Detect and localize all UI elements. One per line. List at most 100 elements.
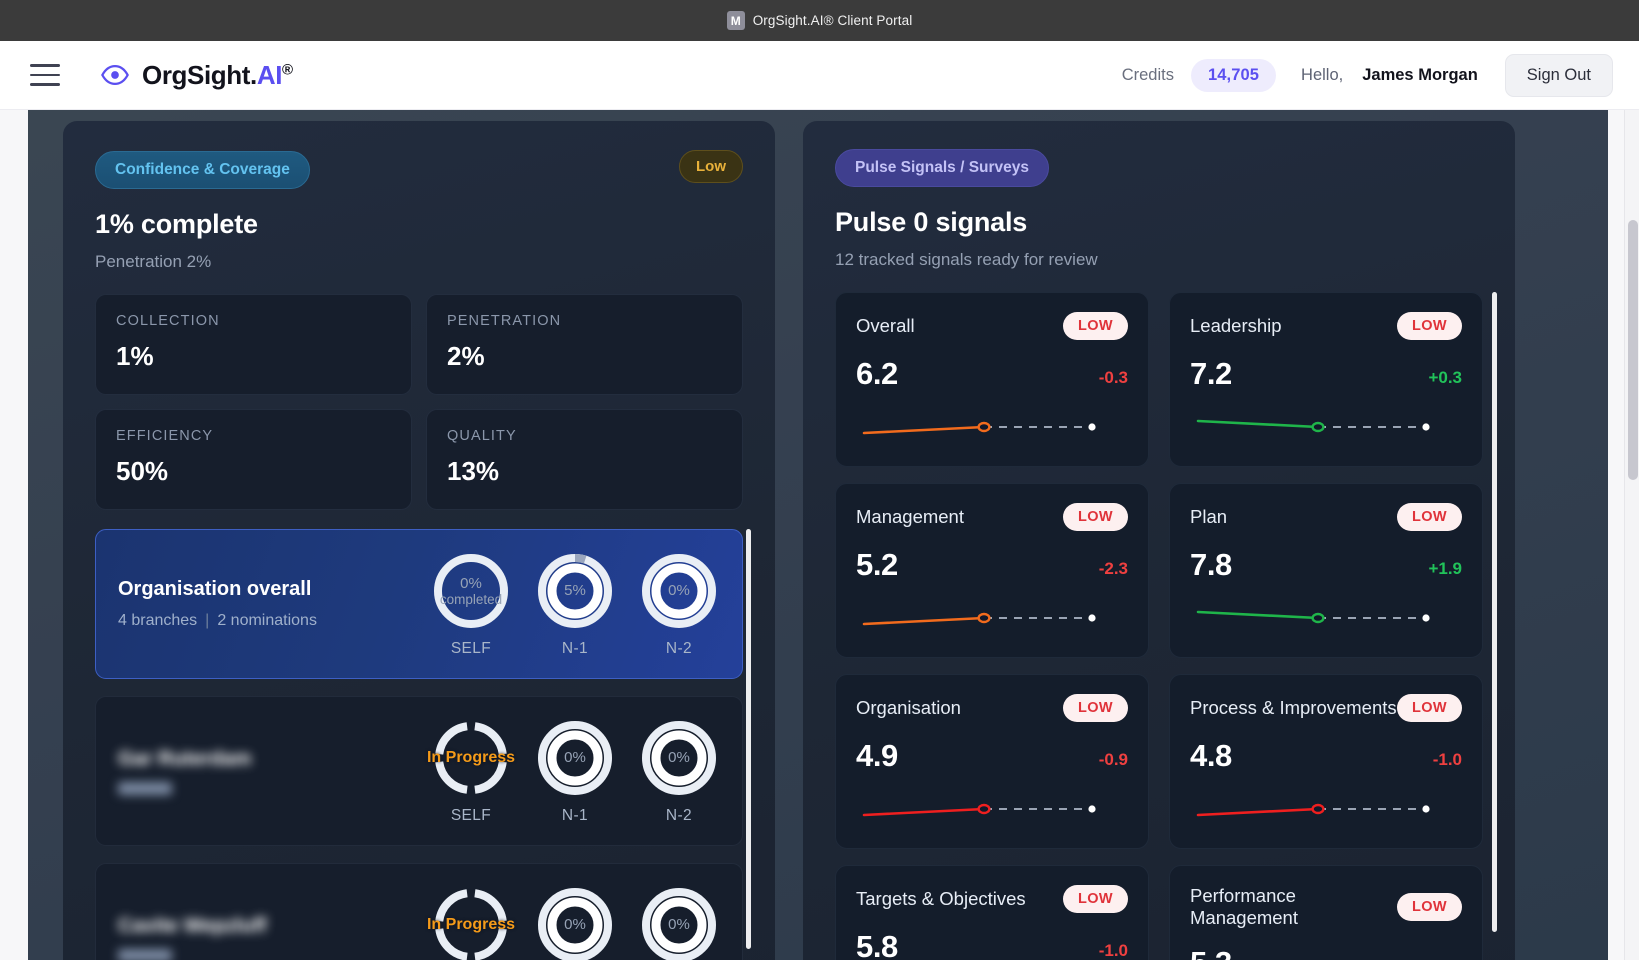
status-badge: LOW	[1062, 503, 1128, 531]
signal-card[interactable]: Process & Improvements LOW 4.8 -1.0	[1169, 674, 1483, 849]
signal-card-header: Plan LOW	[1190, 503, 1462, 531]
stat-label: EFFICIENCY	[116, 428, 214, 444]
signal-card[interactable]: Targets & Objectives LOW 5.8 -1.0	[835, 865, 1149, 960]
signal-card-header: Performance Management LOW	[1190, 885, 1462, 929]
left-panel-content: Confidence & Coverage Low 1% complete Pe…	[63, 150, 775, 960]
signal-name: Plan	[1190, 506, 1228, 527]
donut-chart-icon: In Progress	[427, 884, 515, 960]
signal-card-header: Targets & Objectives LOW	[856, 885, 1128, 913]
ring-n-2[interactable]: 0%N-2	[638, 550, 720, 658]
signal-delta: -1.0	[1098, 941, 1128, 960]
signal-list-scrollbar[interactable]	[1492, 292, 1497, 932]
page-scrollbar[interactable]	[1624, 110, 1639, 960]
ring-n-2[interactable]: 0%N-2	[638, 884, 720, 960]
confidence-coverage-panel: Confidence & Coverage Low 1% complete Pe…	[63, 121, 775, 960]
signal-name: Leadership	[1190, 315, 1282, 336]
greeting-text: Hello,	[1301, 65, 1344, 84]
ring-center-label: 0% completed	[430, 550, 512, 632]
ring-label: SELF	[450, 807, 492, 824]
confidence-status-badge: Low	[679, 150, 743, 183]
signal-card[interactable]: Performance Management LOW 5.3 -1.0	[1169, 865, 1483, 960]
ring-center-label: 0%	[638, 550, 720, 632]
ring-center-label: 0%	[638, 717, 720, 799]
stat-value: 2%	[447, 341, 485, 371]
ring-center-label: 0%	[534, 884, 616, 960]
credits-label: Credits	[1121, 65, 1174, 84]
hamburger-line	[30, 64, 60, 67]
ring-n-2[interactable]: 0%N-2	[638, 717, 720, 825]
ring-percent: 0%	[668, 916, 690, 934]
trend-sparkline	[1190, 796, 1462, 827]
ring-self[interactable]: 0% completed SELF	[430, 550, 512, 658]
ring-label: SELF	[450, 640, 492, 657]
signal-card[interactable]: Management LOW 5.2 -2.3	[835, 483, 1149, 658]
signal-card-body: 5.2 -2.3	[856, 547, 1128, 583]
ring-n-1[interactable]: 5% N-1	[534, 550, 616, 658]
ring-percent: 0%	[668, 749, 690, 767]
signal-card-body: 6.2 -0.3	[856, 356, 1128, 392]
signal-name: Process & Improvements	[1190, 697, 1397, 718]
signal-delta: -1.0	[1432, 750, 1462, 769]
status-badge: LOW	[1396, 893, 1462, 921]
list-scrollbar[interactable]	[746, 529, 751, 949]
pulse-headline: Pulse 0 signals	[835, 207, 1028, 237]
hamburger-menu-icon[interactable]	[30, 64, 60, 86]
completion-rings: 0% completed SELF 5% N-1 0% N-2	[430, 550, 720, 658]
confidence-coverage-chip[interactable]: Confidence & Coverage	[95, 151, 310, 189]
signal-card-body: 5.8 -1.0	[856, 929, 1128, 960]
page-scrollbar-thumb[interactable]	[1627, 220, 1638, 480]
signal-score: 6.2	[856, 356, 898, 391]
ring-center-label	[430, 884, 512, 960]
signal-score: 4.9	[856, 738, 898, 773]
organisation-row[interactable]: Gar Ruterdam In Progress SELF 0% N-1 0% N-2	[95, 696, 743, 846]
organisation-name: Organisation overall	[118, 578, 312, 600]
signal-card-header: Management LOW	[856, 503, 1128, 531]
sign-out-button[interactable]: Sign Out	[1504, 53, 1613, 97]
hamburger-line	[30, 83, 60, 86]
stat-label: PENETRATION	[447, 313, 562, 329]
stat-card-penetration: PENETRATION 2%	[426, 294, 743, 395]
ring-label: N-1	[561, 807, 589, 824]
signal-card-grid: Overall LOW 6.2 -0.3 Leadership LOW 7.2 +0.3 Man…	[835, 292, 1497, 960]
organisation-meta	[118, 781, 172, 795]
signal-card-body: 4.9 -0.9	[856, 738, 1128, 774]
pulse-subline: 12 tracked signals ready for review	[835, 250, 1098, 269]
signal-name: Performance Management	[1190, 885, 1298, 928]
signal-delta: +0.3	[1428, 368, 1462, 387]
ring-n-1[interactable]: 0%N-1	[534, 717, 616, 825]
signal-delta: -0.9	[1098, 750, 1128, 769]
signal-score: 5.2	[856, 547, 898, 582]
completion-headline: 1% complete	[95, 209, 258, 239]
signal-card-header: Process & Improvements LOW	[1190, 694, 1462, 722]
status-badge: LOW	[1062, 312, 1128, 340]
trend-sparkline	[856, 796, 1128, 827]
pulse-signals-chip[interactable]: Pulse Signals / Surveys	[835, 149, 1050, 187]
brand-logo[interactable]: OrgSight.AI®	[100, 60, 293, 91]
signal-delta: -1.0	[1433, 957, 1462, 960]
trend-sparkline	[856, 605, 1128, 636]
signal-card[interactable]: Organisation LOW 4.9 -0.9	[835, 674, 1149, 849]
signal-card[interactable]: Leadership LOW 7.2 +0.3	[1169, 292, 1483, 467]
stat-value: 13%	[447, 456, 500, 486]
signal-name: Organisation	[856, 697, 961, 718]
credits-value-badge[interactable]: 14,705	[1190, 58, 1277, 92]
ring-n-1[interactable]: 0%N-1	[534, 884, 616, 960]
ring-center-label: 5%	[534, 550, 616, 632]
pulse-signals-panel: Pulse Signals / Surveys Pulse 0 signals …	[803, 121, 1515, 960]
right-panel-content: Pulse Signals / Surveys Pulse 0 signals …	[803, 149, 1515, 960]
ring-percent: 5%	[564, 582, 586, 600]
signal-card[interactable]: Plan LOW 7.8 +1.9	[1169, 483, 1483, 658]
signal-delta: -2.3	[1098, 559, 1128, 578]
organisation-row[interactable]: Organisation overall 4 branches | 2 nominat…	[95, 529, 743, 679]
signal-score: 7.2	[1190, 356, 1232, 391]
signal-card[interactable]: Overall LOW 6.2 -0.3	[835, 292, 1149, 467]
signal-score: 7.8	[1190, 547, 1232, 582]
organisation-list[interactable]: Organisation overall 4 branches | 2 nominat…	[95, 529, 751, 960]
stat-value: 1%	[116, 341, 154, 371]
donut-chart-icon: 0%	[638, 717, 720, 799]
organisation-meta: 4 branches | 2 nominations	[118, 612, 317, 630]
